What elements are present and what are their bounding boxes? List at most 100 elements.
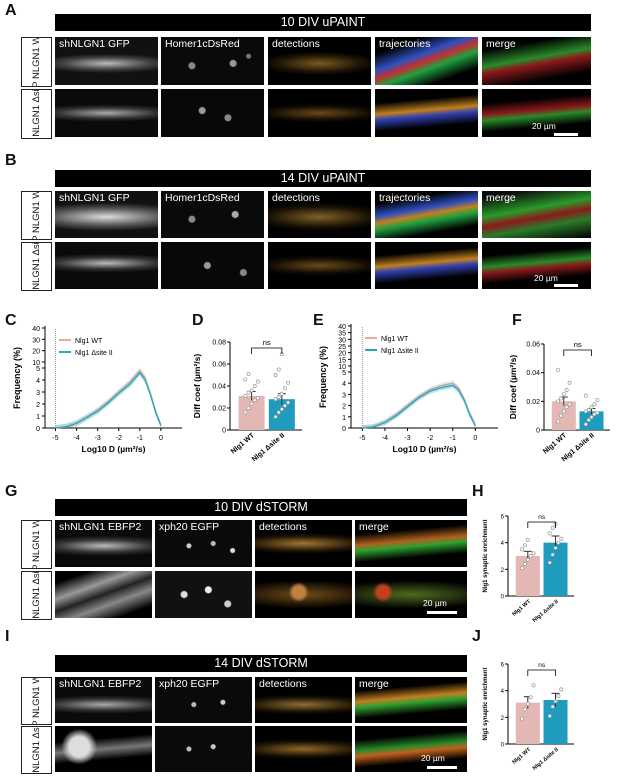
data-point	[558, 413, 563, 418]
scalebar-label-g: 20 µm	[423, 598, 447, 608]
micrograph-g-wt-detections: detections	[255, 520, 352, 567]
x-tick-label: 0	[473, 435, 477, 442]
y-tick-label: 5	[36, 366, 40, 373]
panel-a-row-label-mutant: AP NLGN1 ΔsiteII	[21, 89, 52, 139]
micrograph-i-wt-detections: detections	[255, 677, 352, 723]
y-tick-label: 2	[36, 402, 40, 409]
y-tick-label: 20	[338, 351, 346, 358]
data-point	[531, 683, 536, 688]
data-point	[595, 410, 600, 415]
x-tick-label: -4	[382, 435, 388, 442]
y-tick-label: 2	[501, 716, 505, 722]
y-axis-label: Nlg1 synaptic enrichment	[483, 667, 489, 740]
data-point	[567, 402, 572, 407]
micrograph-b-wt-homer: Homer1cDsRed	[161, 191, 264, 238]
significance-bracket	[563, 349, 592, 356]
x-tick-label: -1	[137, 435, 143, 442]
micrograph-g-wt-egfp: xph20 EGFP	[155, 520, 252, 567]
data-point	[525, 558, 530, 562]
micrograph-i-mut-egfp	[155, 726, 252, 772]
panel-i-row-label-wt: AP NLGN1 WT	[21, 677, 52, 725]
micrograph-a-mut-trajectories	[375, 89, 478, 137]
y-tick-label: 2	[342, 404, 346, 411]
data-point	[246, 371, 251, 376]
micrograph-a-wt-homer: Homer1cDsRed	[161, 37, 264, 85]
data-point	[550, 552, 555, 557]
y-axis-label: Frequency (%)	[12, 347, 22, 409]
scalebar-g	[427, 611, 457, 614]
category-label: Nlg1 WT	[542, 432, 569, 456]
data-point	[252, 384, 257, 388]
bar-0	[551, 401, 576, 430]
y-tick-label: 3	[342, 392, 346, 399]
bar-1	[543, 700, 568, 744]
panel-i-row-label-mutant: AP NLGN1 ΔsiteII	[21, 726, 52, 774]
x-tick-label: -2	[116, 435, 122, 442]
data-point	[522, 543, 527, 548]
data-point	[522, 562, 527, 566]
chart-c: 0 1 2 3 4 510 20 30 40 -5 -4 -3 -2 -1 0 Log10 D (µm²/s)…	[12, 326, 182, 454]
data-point	[276, 410, 281, 415]
data-point	[553, 699, 558, 704]
panel-a-header: 10 DIV uPAINT	[55, 14, 591, 31]
data-point	[520, 716, 524, 721]
data-point	[550, 526, 555, 530]
y-tick-label: 5	[342, 370, 346, 377]
panel-g-row-label-wt: AP NLGN1 WT	[21, 520, 52, 569]
data-point	[556, 540, 561, 545]
micrograph-a-mut-gfp	[55, 89, 158, 137]
panel-letter-b: B	[5, 152, 17, 169]
micrograph-g-mut-detections	[255, 571, 352, 618]
y-tick-label: 0	[501, 595, 505, 601]
micrograph-b-mut-trajectories	[375, 242, 478, 289]
y-tick-label: 40	[32, 326, 40, 333]
legend-label: Nlg1 Δsite II	[381, 348, 419, 355]
category-label: Nlg1 Δsite II	[251, 432, 286, 463]
data-point	[556, 419, 560, 424]
data-point	[561, 392, 566, 397]
data-point	[286, 380, 291, 385]
data-point	[547, 531, 552, 536]
data-point	[276, 367, 281, 372]
data-point	[528, 695, 533, 700]
x-tick-label: -3	[95, 435, 101, 442]
y-tick-label: 0	[36, 426, 40, 433]
y-axis-label: Diff coef (µm²/s)	[192, 354, 202, 419]
significance-bracket	[527, 669, 556, 676]
scalebar-b	[554, 284, 578, 287]
y-tick-label: 6	[501, 663, 505, 669]
panel-letter-c: C	[5, 312, 17, 329]
data-point	[249, 388, 254, 393]
data-point	[525, 702, 530, 706]
data-point	[520, 566, 524, 570]
panel-letter-i: I	[5, 628, 10, 645]
micrograph-a-mut-homer	[161, 89, 264, 137]
data-point	[525, 538, 530, 542]
data-point	[531, 551, 536, 556]
panel-i-header: 14 DIV dSTORM	[55, 655, 467, 672]
chart-d: 0 0.02 0.04 0.06 0.08 Diff coef (µm²/s) Nlg1 W…	[192, 338, 302, 463]
y-tick-label: 40	[338, 324, 346, 331]
data-point	[286, 400, 291, 405]
data-point	[246, 390, 251, 395]
x-tick-label: -2	[427, 435, 433, 442]
data-point	[556, 399, 560, 404]
y-tick-label: 4	[36, 378, 40, 385]
micrograph-g-wt-merge: merge	[355, 520, 467, 567]
micrograph-b-mut-merge: 20 µm	[482, 242, 591, 289]
y-tick-label: 30	[32, 337, 40, 344]
micrograph-a-wt-trajectories: trajectories	[375, 37, 478, 85]
micrograph-a-wt-gfp: shNLGN1 GFP	[55, 37, 158, 85]
data-point	[553, 546, 558, 550]
significance-label: ns	[574, 340, 582, 349]
legend-label: Nlg1 WT	[381, 336, 409, 343]
series-band-0	[55, 367, 161, 428]
micrograph-a-wt-merge: merge	[482, 37, 591, 85]
data-point	[279, 391, 284, 396]
y-tick-label: 4	[342, 381, 346, 388]
scalebar-label-b: 20 µm	[534, 273, 558, 283]
data-point	[283, 403, 287, 408]
y-tick-label: 15	[338, 357, 346, 364]
data-point	[556, 367, 560, 372]
